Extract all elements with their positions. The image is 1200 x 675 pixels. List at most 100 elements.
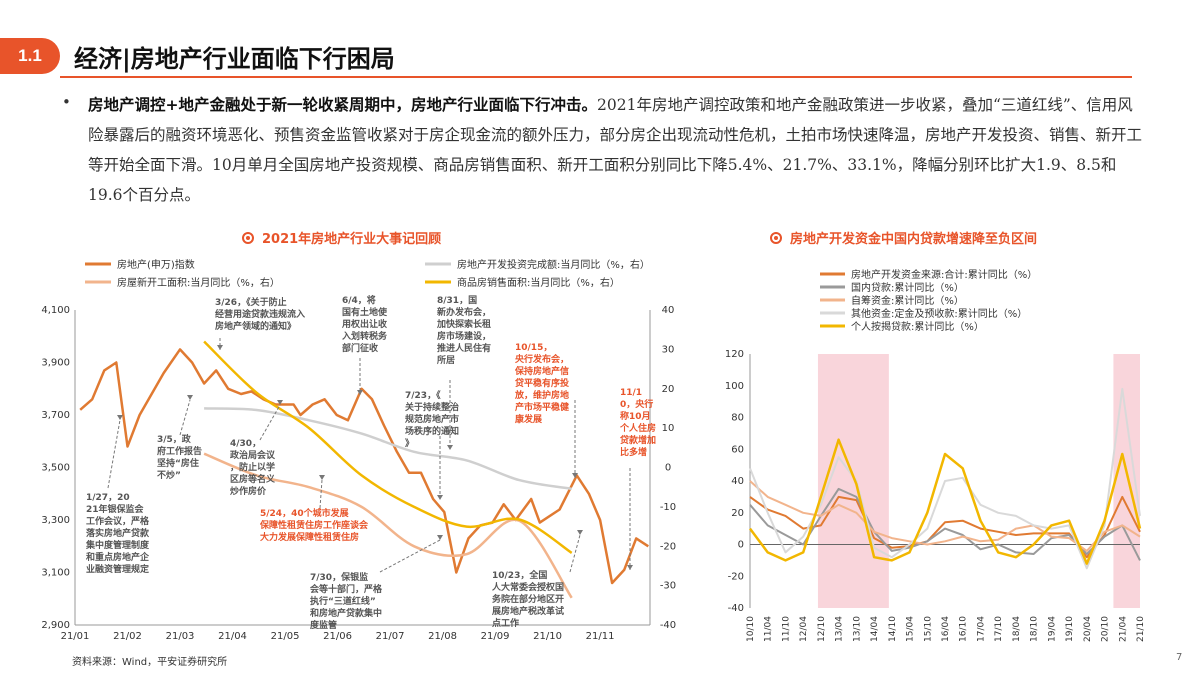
legend-label: 个人按揭贷款:累计同比（%） bbox=[851, 320, 984, 333]
x-tick-label: 13/04 bbox=[835, 616, 845, 642]
shaded-range bbox=[817, 354, 889, 608]
annotation-leader bbox=[379, 539, 441, 573]
page-number: 7 bbox=[1176, 652, 1183, 663]
chart2-title-text: 房地产开发资金中国内贷款增速降至负区间 bbox=[790, 232, 1038, 247]
x-tick-label: 17/04 bbox=[976, 616, 986, 642]
x-tick-label: 15/04 bbox=[906, 616, 916, 642]
x-tick-label: 12/10 bbox=[817, 616, 827, 642]
x-tick-label: 21/06 bbox=[323, 631, 352, 642]
annotation-arrow bbox=[277, 400, 283, 405]
legend-label: 房屋新开工面积:当月同比（%，右） bbox=[117, 276, 280, 289]
summary-paragraph: 房地产调控+地产金融处于新一轮收紧周期中，房地产行业面临下行冲击。2021年房地… bbox=[88, 90, 1143, 210]
annotation-arrow bbox=[319, 475, 325, 480]
y-left-tick-label: 3,100 bbox=[41, 568, 70, 579]
y-right-tick-label: 20 bbox=[662, 384, 675, 395]
annotation-leader bbox=[319, 479, 323, 509]
annotation-arrow bbox=[117, 415, 123, 420]
x-tick-label: 21/07 bbox=[376, 631, 405, 642]
x-tick-label: 16/04 bbox=[941, 616, 951, 642]
y-left-tick-label: 3,900 bbox=[41, 358, 70, 369]
x-tick-label: 13/10 bbox=[852, 616, 862, 642]
x-tick-label: 18/04 bbox=[1012, 616, 1022, 642]
x-tick-label: 14/04 bbox=[870, 616, 880, 642]
loan-growth-chart: 房地产开发资金来源:合计:累计同比（%）国内贷款:累计同比（%）自筹资金:累计同… bbox=[725, 268, 1146, 642]
series-line bbox=[749, 480, 1141, 552]
x-tick-label: 21/10 bbox=[533, 631, 562, 642]
y-left-tick-label: 3,500 bbox=[41, 463, 70, 474]
x-tick-label: 16/10 bbox=[959, 616, 969, 642]
y-tick-label: 0 bbox=[738, 540, 744, 551]
annotation-arrow bbox=[437, 495, 443, 500]
bullet-mark: • bbox=[62, 93, 71, 111]
annotation-arrow bbox=[447, 445, 453, 450]
page-title: 经济|房地产行业面临下行困局 bbox=[74, 45, 395, 73]
series-line bbox=[79, 348, 649, 585]
series-line bbox=[748, 438, 1142, 565]
annotation-leader bbox=[179, 399, 191, 436]
x-tick-label: 11/10 bbox=[781, 616, 791, 642]
annotation-text: 8/31，国新办发布会，加快探索长租房市场建设，推进人民住有所居 bbox=[436, 295, 491, 366]
legend-label: 房地产开发资金来源:合计:累计同比（%） bbox=[851, 268, 1037, 281]
x-tick-label: 18/10 bbox=[1030, 616, 1040, 642]
legend-label: 商品房销售面积:当月同比（%，右） bbox=[457, 276, 620, 289]
title-divider bbox=[60, 76, 1132, 78]
x-tick-label: 21/01 bbox=[61, 631, 90, 642]
y-tick-label: 40 bbox=[731, 476, 744, 487]
annotation-arrow bbox=[437, 535, 443, 540]
target-icon bbox=[242, 232, 254, 244]
y-left-tick-label: 3,300 bbox=[41, 515, 70, 526]
x-tick-label: 19/10 bbox=[1065, 616, 1075, 642]
summary-body: 2021年房地产调控政策和地产金融政策进一步收紧，叠加“三道红线”、信用风险暴露… bbox=[88, 96, 1143, 204]
y-right-tick-label: -20 bbox=[660, 541, 676, 552]
y-right-tick-label: -30 bbox=[660, 581, 676, 592]
y-left-tick-label: 4,100 bbox=[41, 305, 70, 316]
legend-label: 自筹资金:累计同比（%） bbox=[851, 294, 964, 307]
annotation-arrow bbox=[627, 565, 633, 570]
x-tick-label: 14/10 bbox=[888, 616, 898, 642]
x-tick-label: 20/10 bbox=[1101, 616, 1111, 642]
annotation-text: 3/5，政府工作报告坚持“房住不炒” bbox=[157, 433, 202, 481]
y-tick-label: 100 bbox=[725, 381, 744, 392]
legend-label: 房地产(申万)指数 bbox=[117, 258, 195, 271]
annotation-text: 5/24，40个城市发展保障性租赁住房工作座谈会大力发展保障性租赁住房 bbox=[259, 507, 369, 543]
x-tick-label: 15/10 bbox=[923, 616, 933, 642]
annotation-text: 11/1 0，央行称10月个人住房贷款增加比多增 bbox=[619, 388, 656, 458]
annotation-arrow bbox=[217, 345, 223, 350]
legend-label: 其他资金:定金及预收款:累计同比（%） bbox=[851, 307, 1027, 320]
series-line bbox=[204, 407, 572, 491]
x-tick-label: 21/05 bbox=[271, 631, 300, 642]
real-estate-events-chart: 房地产(申万)指数 房地产开发投资完成额:当月同比（%，右） 房屋新开工面积:当月同… bbox=[41, 258, 676, 642]
annotation-text: 10/15，央行发布会，保持房地产信贷平稳有序投放，维护房地产市场平稳健康发展 bbox=[514, 343, 569, 425]
annotation-arrow bbox=[572, 473, 578, 478]
y-right-tick-label: 10 bbox=[662, 423, 675, 434]
x-tick-label: 21/04 bbox=[218, 631, 247, 642]
chart2-title: 房地产开发资金中国内贷款增速降至负区间 bbox=[770, 228, 1037, 247]
annotation-text: 3/26，《关于防止经营用途贷款违规流入房地产领域的通知》 bbox=[215, 296, 305, 332]
annotation-arrow bbox=[357, 390, 363, 395]
x-tick-label: 11/04 bbox=[764, 616, 774, 642]
source-note: 资料来源：Wind，平安证券研究所 bbox=[72, 657, 228, 668]
chart1-title: 2021年房地产行业大事记回顾 bbox=[242, 228, 441, 247]
y-tick-label: 120 bbox=[725, 349, 744, 360]
section-badge: 1.1 bbox=[0, 38, 60, 74]
annotation-text: 4/30，政治局会议，防止以学区房等名义炒作房价 bbox=[230, 439, 276, 497]
annotation-leader bbox=[569, 534, 581, 573]
annotation-leader bbox=[259, 404, 281, 441]
y-tick-label: 80 bbox=[731, 413, 744, 424]
x-tick-label: 12/04 bbox=[799, 616, 809, 642]
annotation-leader bbox=[107, 419, 121, 489]
x-tick-label: 19/04 bbox=[1047, 616, 1057, 642]
y-tick-label: -20 bbox=[728, 571, 744, 582]
x-tick-label: 21/02 bbox=[113, 631, 142, 642]
x-tick-label: 17/10 bbox=[994, 616, 1004, 642]
x-tick-label: 21/08 bbox=[428, 631, 457, 642]
chart1-title-text: 2021年房地产行业大事记回顾 bbox=[262, 232, 442, 247]
annotation-text: 6/4，将国有土地使用权出让收入划转税务部门征收 bbox=[341, 294, 388, 354]
x-tick-label: 21/10 bbox=[1136, 616, 1146, 642]
y-right-tick-label: -40 bbox=[660, 620, 676, 631]
y-tick-label: -40 bbox=[728, 603, 744, 614]
annotation-text: 7/30，保银监会等十部门，严格执行“三道红线”和房地产贷款集中度监管 bbox=[309, 571, 383, 631]
summary-lead: 房地产调控+地产金融处于新一轮收紧周期中，房地产行业面临下行冲击。 bbox=[88, 96, 597, 114]
x-tick-label: 21/04 bbox=[1118, 616, 1128, 642]
y-left-tick-label: 2,900 bbox=[41, 620, 70, 631]
